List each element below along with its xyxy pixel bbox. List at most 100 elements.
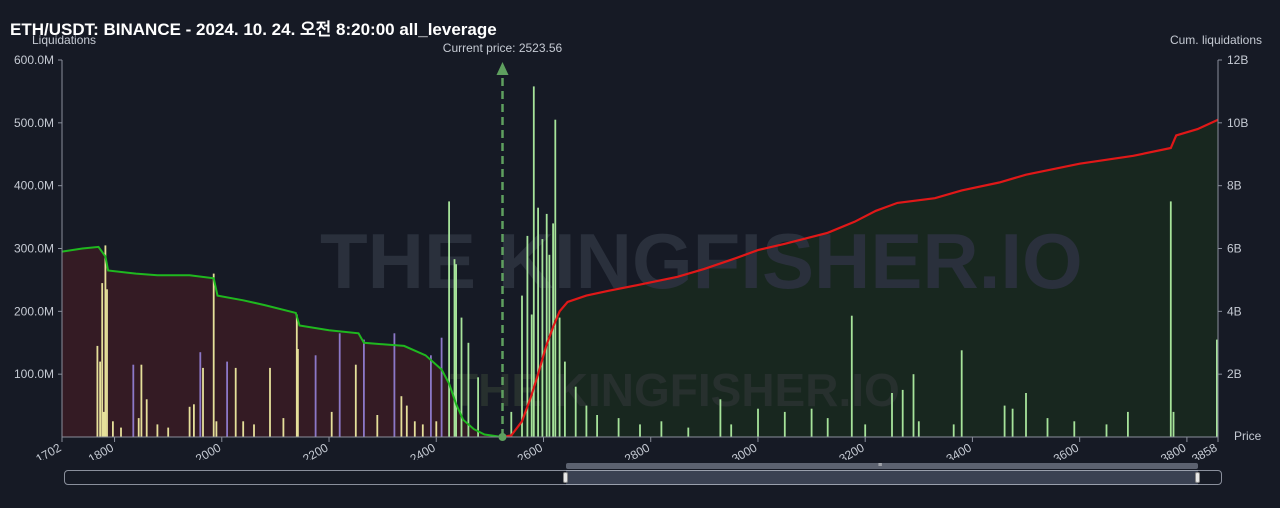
navigator-left-handle[interactable] [563, 472, 568, 483]
liquidation-bar [548, 254, 551, 437]
liquidation-bar [104, 245, 107, 437]
x-tick-label: 1702 [33, 440, 63, 460]
y-right-tick-label: 2B [1227, 367, 1242, 381]
liquidation-bar [864, 424, 867, 437]
navigator-right-handle[interactable] [1195, 472, 1200, 483]
liquidation-bar [314, 355, 317, 437]
liquidation-bar [212, 273, 215, 437]
navigator-scrollbar[interactable] [566, 463, 1198, 469]
liquidation-bar [295, 314, 298, 437]
y-right-tick-label: 6B [1227, 242, 1242, 256]
liquidation-bar [660, 421, 663, 437]
x-tick-label: 2600 [515, 440, 545, 460]
liquidation-bar [421, 424, 424, 437]
liquidation-bar [912, 374, 915, 437]
liquidation-bar [783, 411, 786, 437]
y-right-tick-label: 4B [1227, 304, 1242, 318]
current-price-label: Current price: 2523.56 [443, 41, 563, 55]
liquidation-bar [554, 119, 557, 437]
liquidation-bar [826, 418, 829, 437]
liquidation-bar [952, 424, 955, 437]
liquidation-bar [156, 424, 159, 437]
liquidation-bar [1127, 411, 1129, 437]
liquidation-bar [102, 411, 105, 437]
liquidation-bar [1003, 405, 1006, 437]
liquidation-bar [617, 418, 620, 437]
x-tick-label: 3858 [1189, 440, 1219, 460]
left-axis-label: Liquidations [32, 33, 96, 47]
x-tick-label: 3200 [837, 440, 867, 460]
liquidation-bar [448, 201, 450, 437]
liquidation-bar [106, 289, 108, 437]
x-axis-label: Price [1234, 429, 1262, 443]
watermark-text-small: THE KINGFISHER.IO [450, 364, 900, 416]
scrollbar-grip-icon: ≡ [878, 462, 883, 469]
liquidation-bar [1172, 411, 1175, 437]
y-left-tick-label: 300.0M [14, 242, 54, 256]
liquidation-bar [1169, 201, 1172, 437]
liquidation-bar [960, 350, 963, 437]
liquidation-bar [242, 421, 245, 437]
y-left-tick-label: 500.0M [14, 116, 54, 130]
liquidation-bar [545, 213, 548, 437]
cum-areas [62, 119, 1218, 437]
liquidation-bar [585, 405, 588, 437]
navigator-window[interactable] [566, 470, 1198, 485]
liquidation-bar [338, 333, 341, 437]
liquidation-bar [687, 427, 690, 437]
liquidation-bar [376, 415, 379, 437]
y-right-tick-label: 12B [1227, 53, 1248, 67]
liquidation-bar [526, 235, 529, 437]
liquidation-bar [430, 355, 432, 437]
liquidation-bar [120, 427, 122, 437]
liquidation-bar [202, 367, 204, 437]
liquidation-bar [596, 415, 598, 437]
liquidation-bar [193, 404, 195, 437]
y-left-tick-label: 400.0M [14, 179, 54, 193]
y-right-tick-label: 8B [1227, 179, 1242, 193]
chart-title: ETH/USDT: BINANCE - 2024. 10. 24. 오전 8:2… [10, 20, 497, 39]
liquidation-bar [1216, 339, 1218, 437]
liquidation-bar [455, 264, 457, 437]
liquidation-bar [1025, 393, 1027, 437]
liquidation-bar [639, 424, 641, 437]
x-tick-label: 2800 [622, 440, 652, 460]
liquidation-bar [405, 405, 408, 437]
liquidation-bar [96, 345, 99, 437]
x-tick-label: 3400 [944, 440, 974, 460]
liquidation-bar [112, 421, 114, 437]
short-cum-area [62, 246, 503, 437]
liquidation-bar [234, 367, 237, 437]
x-tick-label: 1800 [86, 440, 116, 460]
liquidation-bar [282, 418, 285, 437]
y-right-tick-label: 10B [1227, 116, 1248, 130]
liquidation-bar [132, 364, 135, 437]
liquidation-bar [757, 408, 759, 437]
current-price-marker: Current price: 2523.56 [443, 41, 563, 441]
liquidation-bar [440, 337, 443, 437]
liquidation-bar [901, 389, 904, 437]
liquidation-bar [917, 421, 920, 437]
long-cum-line [502, 118, 1219, 439]
liquidation-bar [215, 421, 218, 437]
liquidation-bar [188, 406, 191, 437]
liquidation-bar [541, 239, 544, 437]
liquidation-bars [96, 86, 1218, 438]
x-tick-label: 3600 [1051, 440, 1081, 460]
liquidation-bar [145, 399, 148, 437]
liquidation-bar [521, 295, 523, 437]
liquidation-bar [1046, 418, 1049, 437]
y-left-tick-label: 600.0M [14, 53, 54, 67]
liquidation-bar [1011, 408, 1014, 437]
liquidation-bar [137, 418, 140, 437]
liquidation-bar [363, 339, 365, 437]
liquidation-bar [167, 427, 170, 437]
x-tick-label: 2200 [300, 440, 330, 460]
liquidation-chart: THE KINGFISHER.IO THE KINGFISHER.IO 100.… [14, 33, 1262, 460]
liquidation-bar [330, 411, 333, 437]
liquidation-bar [477, 377, 479, 437]
liquidation-bar [532, 86, 535, 438]
liquidation-bar [730, 424, 733, 437]
current-price-arrow-icon [496, 62, 509, 75]
current-price-dot [498, 433, 507, 441]
